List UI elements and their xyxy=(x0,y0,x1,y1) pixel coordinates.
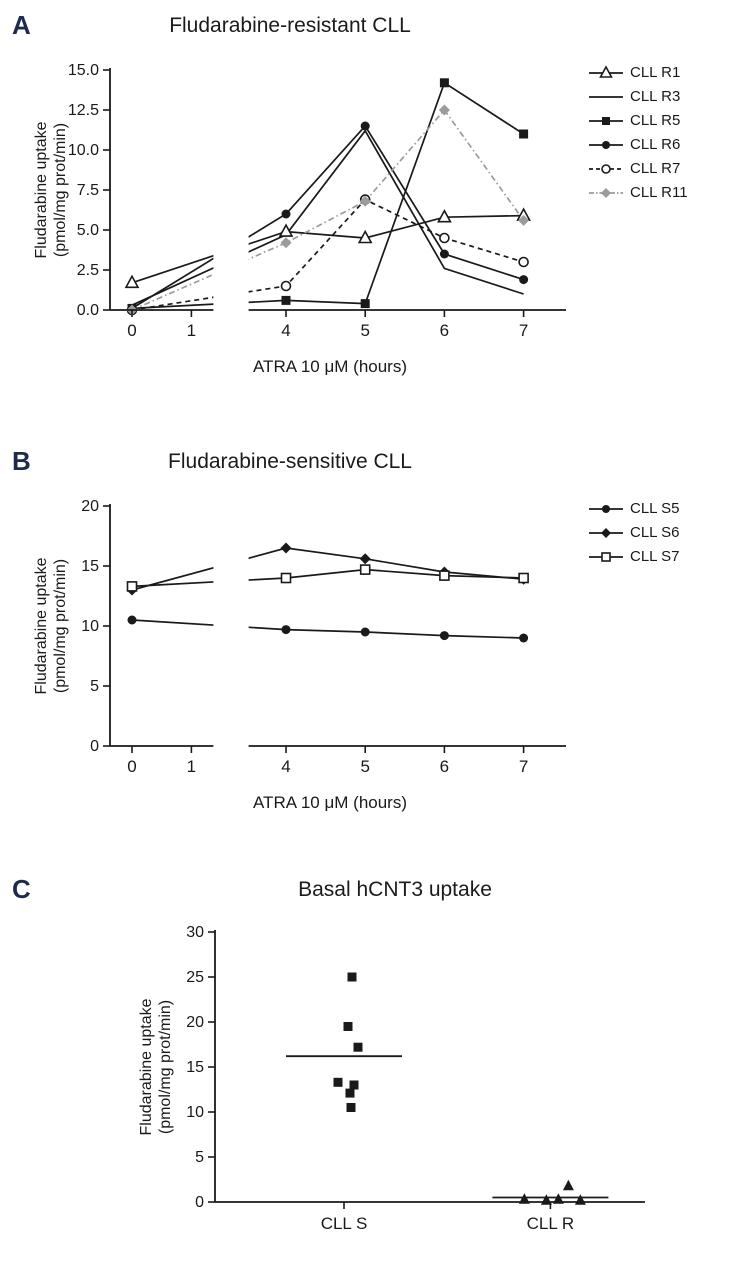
panel-a-head: A Fludarabine-resistant CLL xyxy=(10,10,749,46)
svg-text:15.0: 15.0 xyxy=(68,62,99,79)
panel-b: B Fludarabine-sensitive CLL 0 5 10 15 20 0 1 4 5… xyxy=(10,446,749,822)
legend-marker-circle-filled xyxy=(589,140,623,149)
svg-text:4: 4 xyxy=(281,321,290,340)
svg-text:Fludarabine uptake: Fludarabine uptake xyxy=(33,121,50,258)
legend-item: CLL S5 xyxy=(588,500,679,517)
legend-item: CLL R3 xyxy=(588,88,688,105)
svg-text:20: 20 xyxy=(186,1014,204,1031)
svg-text:7: 7 xyxy=(519,321,528,340)
svg-text:5: 5 xyxy=(360,757,369,776)
legend-label: CLL R3 xyxy=(630,88,681,105)
legend-item: CLL S7 xyxy=(588,548,679,565)
legend-label: CLL S5 xyxy=(630,500,680,517)
svg-text:5: 5 xyxy=(195,1149,204,1166)
legend-item: CLL R7 xyxy=(588,160,688,177)
panel-a-legend: CLL R1 CLL R3 CLL R5 CLL R6 CLL R7 CLL R11 xyxy=(588,56,688,201)
legend-label: CLL R1 xyxy=(630,64,681,81)
legend-marker-circle-filled xyxy=(589,504,623,513)
svg-text:2.5: 2.5 xyxy=(77,262,99,279)
svg-text:Fludarabine uptake: Fludarabine uptake xyxy=(138,998,155,1135)
panel-c-title: Basal hCNT3 uptake xyxy=(298,878,492,901)
panel-a-row: 0.0 2.5 5.0 7.5 10.0 12.5 15.0 0 1 4 5 6 7 ATRA 10 μM… xyxy=(10,56,749,386)
panel-c-chart: 0 5 10 15 20 25 30 CLL S CLL R Fludarabine uptake… xyxy=(138,924,645,1233)
panel-c-head: C Basal hCNT3 uptake xyxy=(10,874,749,910)
svg-text:30: 30 xyxy=(186,924,204,941)
legend-label: CLL R6 xyxy=(630,136,681,153)
panel-a-title: Fludarabine-resistant CLL xyxy=(169,14,411,37)
svg-text:7: 7 xyxy=(519,757,528,776)
svg-text:10: 10 xyxy=(81,618,99,635)
svg-text:CLL R: CLL R xyxy=(527,1214,575,1233)
legend-item: CLL R11 xyxy=(588,184,688,201)
svg-text:0: 0 xyxy=(127,757,136,776)
svg-text:0.0: 0.0 xyxy=(77,302,99,319)
legend-marker-diamond-filled xyxy=(589,187,623,198)
legend-item: CLL R1 xyxy=(588,64,688,81)
legend-marker-square-open xyxy=(589,551,623,562)
svg-text:ATRA 10 μM (hours): ATRA 10 μM (hours) xyxy=(253,357,407,376)
panel-b-letter: B xyxy=(12,446,31,476)
legend-label: CLL R11 xyxy=(630,184,688,201)
svg-text:5: 5 xyxy=(90,678,99,695)
legend-item: CLL S6 xyxy=(588,524,679,541)
legend-marker-triangle-open xyxy=(589,64,623,78)
svg-text:15: 15 xyxy=(81,558,99,575)
panel-a-chart: 0.0 2.5 5.0 7.5 10.0 12.5 15.0 0 1 4 5 6 7 ATRA 10 μM… xyxy=(33,60,566,376)
panel-b-legend: CLL S5 CLL S6 CLL S7 xyxy=(588,492,679,565)
panel-c: C Basal hCNT3 uptake 0 5 10 15 20 25 30 CLL S CL… xyxy=(10,874,749,1260)
svg-text:CLL S: CLL S xyxy=(321,1214,368,1233)
svg-text:(pmol/mg prot/min): (pmol/mg prot/min) xyxy=(52,559,69,693)
legend-label: CLL R7 xyxy=(630,160,681,177)
legend-marker-circle-open xyxy=(589,163,623,174)
legend-label: CLL S7 xyxy=(630,548,680,565)
legend-label: CLL S6 xyxy=(630,524,680,541)
svg-text:15: 15 xyxy=(186,1059,204,1076)
legend-marker-none xyxy=(589,95,623,98)
legend-item: CLL R5 xyxy=(588,112,688,129)
svg-text:0: 0 xyxy=(90,738,99,755)
panel-a-letter: A xyxy=(12,10,31,40)
panel-a: A Fludarabine-resistant CLL 0.0 2.5 5.0 7.5… xyxy=(10,10,749,386)
svg-text:7.5: 7.5 xyxy=(77,182,99,199)
svg-text:(pmol/mg prot/min): (pmol/mg prot/min) xyxy=(157,1000,174,1134)
panel-c-row: 0 5 10 15 20 25 30 CLL S CLL R Fludarabine uptake… xyxy=(10,920,749,1260)
svg-text:Fludarabine uptake: Fludarabine uptake xyxy=(33,557,50,694)
legend-marker-square-filled xyxy=(589,116,623,125)
svg-text:25: 25 xyxy=(186,969,204,986)
svg-text:20: 20 xyxy=(81,498,99,515)
panel-b-head: B Fludarabine-sensitive CLL xyxy=(10,446,749,482)
legend-label: CLL R5 xyxy=(630,112,681,129)
legend-marker-diamond-filled xyxy=(589,527,623,538)
panel-b-chart: 0 5 10 15 20 0 1 4 5 6 7 ATRA 10 μM (hours) Fludarab… xyxy=(33,496,566,812)
panel-c-letter: C xyxy=(12,874,31,904)
svg-text:5: 5 xyxy=(360,321,369,340)
svg-text:4: 4 xyxy=(281,757,290,776)
legend-item: CLL R6 xyxy=(588,136,688,153)
svg-text:12.5: 12.5 xyxy=(68,102,99,119)
panel-b-row: 0 5 10 15 20 0 1 4 5 6 7 ATRA 10 μM (hours) Fludarab… xyxy=(10,492,749,822)
svg-text:6: 6 xyxy=(440,321,449,340)
svg-text:ATRA 10 μM (hours): ATRA 10 μM (hours) xyxy=(253,793,407,812)
panel-b-title: Fludarabine-sensitive CLL xyxy=(168,450,412,473)
svg-text:0: 0 xyxy=(127,321,136,340)
svg-text:1: 1 xyxy=(187,757,196,776)
svg-text:10: 10 xyxy=(186,1104,204,1121)
svg-text:(pmol/mg prot/min): (pmol/mg prot/min) xyxy=(52,123,69,257)
svg-text:5.0: 5.0 xyxy=(77,222,99,239)
svg-text:10.0: 10.0 xyxy=(68,142,99,159)
svg-text:6: 6 xyxy=(440,757,449,776)
svg-text:0: 0 xyxy=(195,1194,204,1211)
svg-text:1: 1 xyxy=(187,321,196,340)
